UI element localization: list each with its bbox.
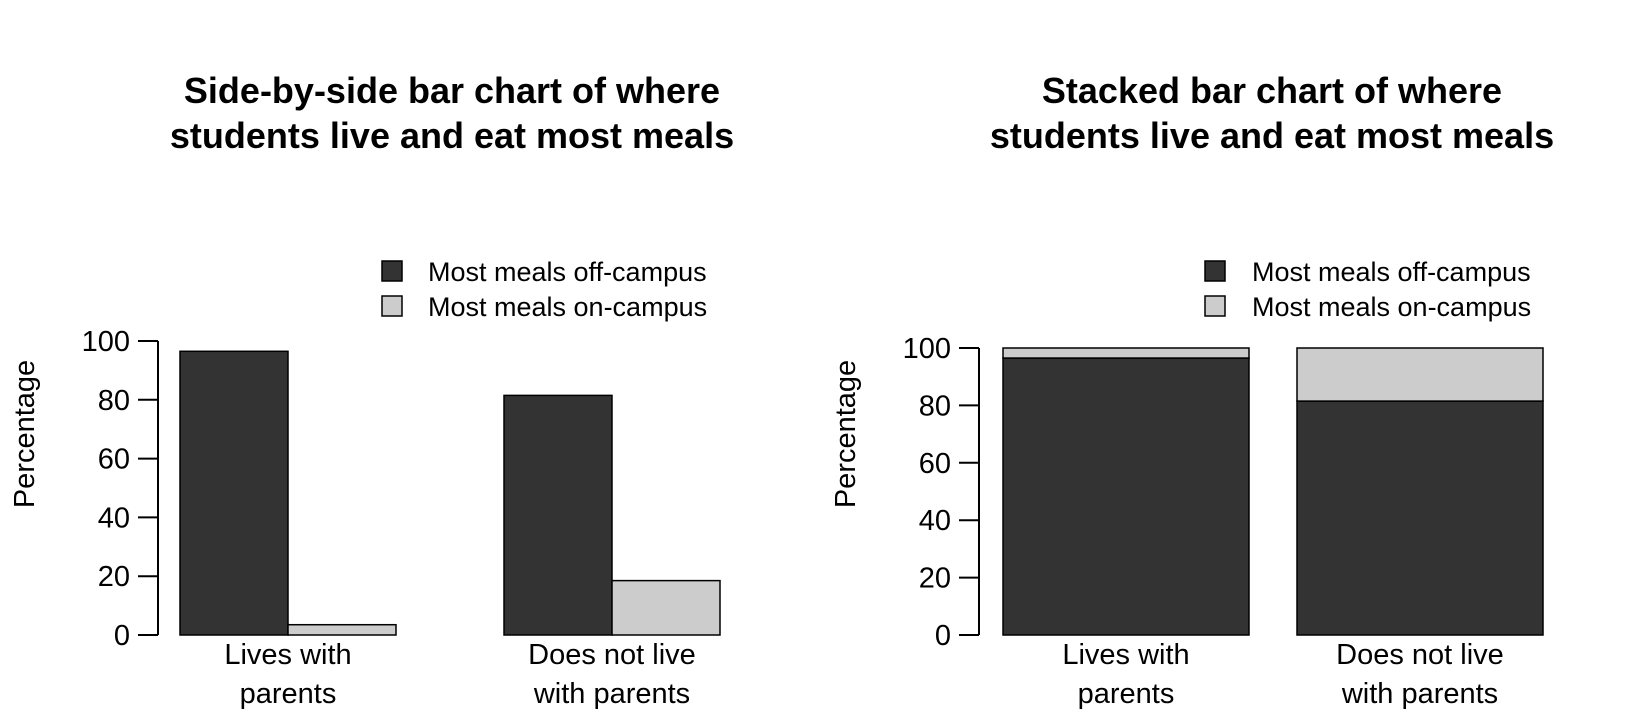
legend-label: Most meals on-campus bbox=[1252, 292, 1531, 322]
bar-segment bbox=[1296, 347, 1544, 402]
bar-segment bbox=[1002, 347, 1250, 359]
y-axis-label: Percentage bbox=[830, 360, 862, 508]
category-label-line-2: with parents bbox=[1341, 678, 1498, 710]
y-tick-label: 80 bbox=[919, 390, 951, 422]
legend-swatch bbox=[381, 295, 403, 317]
legend-label: Most meals off-campus bbox=[428, 257, 707, 287]
legend-swatch bbox=[1204, 260, 1226, 282]
bar-segment bbox=[1296, 400, 1544, 636]
bar bbox=[179, 350, 289, 636]
y-tick-label: 0 bbox=[935, 620, 951, 652]
category-label-line-1: Lives with bbox=[224, 639, 351, 671]
legend-label: Most meals off-campus bbox=[1252, 257, 1531, 287]
side-by-side-chart: Side-by-side bar chart of wherestudents … bbox=[9, 70, 734, 710]
y-tick-label: 60 bbox=[98, 444, 130, 476]
y-tick-label: 100 bbox=[82, 326, 130, 358]
y-axis-label: Percentage bbox=[9, 360, 41, 508]
category-label-line-2: with parents bbox=[533, 678, 690, 710]
bar-segment bbox=[1002, 357, 1250, 636]
legend-swatch bbox=[1204, 295, 1226, 317]
legend-swatch bbox=[381, 260, 403, 282]
y-tick-label: 60 bbox=[919, 448, 951, 480]
category-label-line-1: Does not live bbox=[528, 639, 696, 671]
y-tick-label: 40 bbox=[919, 505, 951, 537]
y-tick-label: 40 bbox=[98, 502, 130, 534]
y-tick-label: 80 bbox=[98, 385, 130, 417]
category-label-line-2: parents bbox=[240, 678, 337, 710]
chart-title-line-1: Side-by-side bar chart of where bbox=[184, 70, 720, 111]
bar bbox=[503, 394, 613, 636]
y-tick-label: 100 bbox=[903, 333, 951, 365]
bar bbox=[611, 579, 721, 636]
chart-title-line-2: students live and eat most meals bbox=[170, 115, 734, 156]
y-tick-label: 20 bbox=[98, 561, 130, 593]
bar bbox=[287, 623, 397, 636]
chart-title-line-2: students live and eat most meals bbox=[990, 115, 1554, 156]
y-tick-label: 20 bbox=[919, 563, 951, 595]
chart-title-line-1: Stacked bar chart of where bbox=[1042, 70, 1502, 111]
category-label-line-2: parents bbox=[1078, 678, 1175, 710]
category-label-line-1: Lives with bbox=[1062, 639, 1189, 671]
y-tick-label: 0 bbox=[114, 620, 130, 652]
category-label-line-1: Does not live bbox=[1336, 639, 1504, 671]
legend-label: Most meals on-campus bbox=[428, 292, 707, 322]
